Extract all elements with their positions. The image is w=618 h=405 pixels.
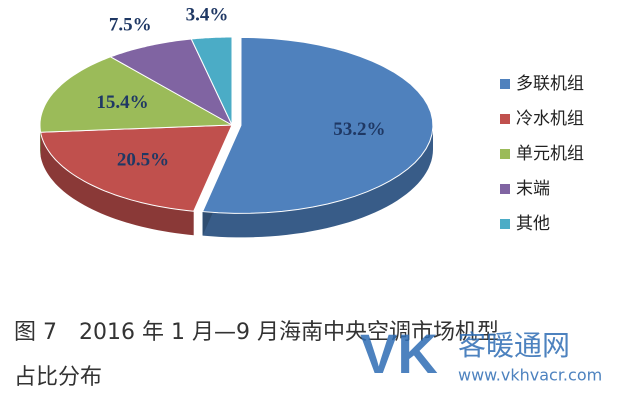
watermark-url: www.vkhvacr.com xyxy=(458,366,602,385)
slice xyxy=(109,38,234,127)
watermark-name: 客暖通网 xyxy=(458,329,570,362)
legend-label: 多联机组 xyxy=(516,74,584,94)
legend-swatch xyxy=(500,184,510,194)
legend-swatch xyxy=(500,114,510,124)
value-label: 7.5% xyxy=(109,15,152,36)
legend-swatch xyxy=(500,149,510,159)
legend-label: 冷水机组 xyxy=(516,109,584,129)
slice xyxy=(39,124,233,212)
value-label: 3.4% xyxy=(186,5,229,26)
legend-swatch xyxy=(500,219,510,229)
value-label: 53.2% xyxy=(333,119,385,140)
slice-side xyxy=(202,125,433,238)
slice xyxy=(201,36,434,214)
value-label: 20.5% xyxy=(117,150,169,171)
legend-label: 其他 xyxy=(516,214,550,234)
caption-line: 占比分布 xyxy=(14,365,102,390)
caption-line: 图 7 2016 年 1 月—9 月海南中央空调市场机型 xyxy=(14,320,499,345)
legend-swatch xyxy=(500,79,510,89)
legend-label: 末端 xyxy=(516,179,550,199)
legend-label: 单元机组 xyxy=(516,144,584,164)
slice xyxy=(190,36,233,126)
watermark-logo: VK xyxy=(360,322,438,385)
value-label: 15.4% xyxy=(96,92,148,113)
slice-side xyxy=(40,132,194,236)
slice xyxy=(39,56,234,133)
